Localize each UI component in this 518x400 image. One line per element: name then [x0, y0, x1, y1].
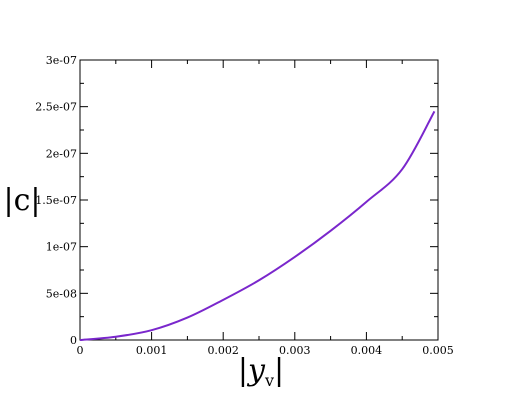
y-tick-label: 2e-07 [46, 147, 77, 160]
y-axis-label: |c| [3, 183, 40, 218]
x-tick-label: 0.002 [207, 344, 239, 357]
series-layer [79, 110, 436, 341]
x-axis-label-bar-right: | [274, 353, 284, 388]
plot-frame [79, 59, 439, 341]
y-tick-label: 1e-07 [46, 241, 77, 254]
x-tick-label: 0.001 [136, 344, 168, 357]
x-axis-label-var: y [246, 353, 266, 388]
axis-ticks [79, 59, 439, 341]
y-tick-label: 5e-08 [46, 287, 77, 300]
x-axis-label-bar-left: | [238, 353, 248, 388]
y-tick-label: 0 [70, 334, 77, 347]
x-tick-label: 0.005 [422, 344, 454, 357]
x-tick-label: 0 [77, 344, 84, 357]
y-tick-label: 3e-07 [46, 54, 77, 67]
x-tick-label: 0.003 [279, 344, 311, 357]
x-axis-label: |yv| [238, 353, 284, 390]
y-tick-label: 2.5e-07 [35, 101, 77, 114]
x-axis-label-sub: v [264, 371, 274, 390]
tick-labels: 0 0.001 0.002 0.003 0.004 0.005 0 5e-08 1e-07 1.5… [35, 54, 453, 357]
x-tick-label: 0.004 [351, 344, 383, 357]
y-tick-label: 1.5e-07 [35, 194, 77, 207]
series-line-0 [79, 110, 436, 341]
